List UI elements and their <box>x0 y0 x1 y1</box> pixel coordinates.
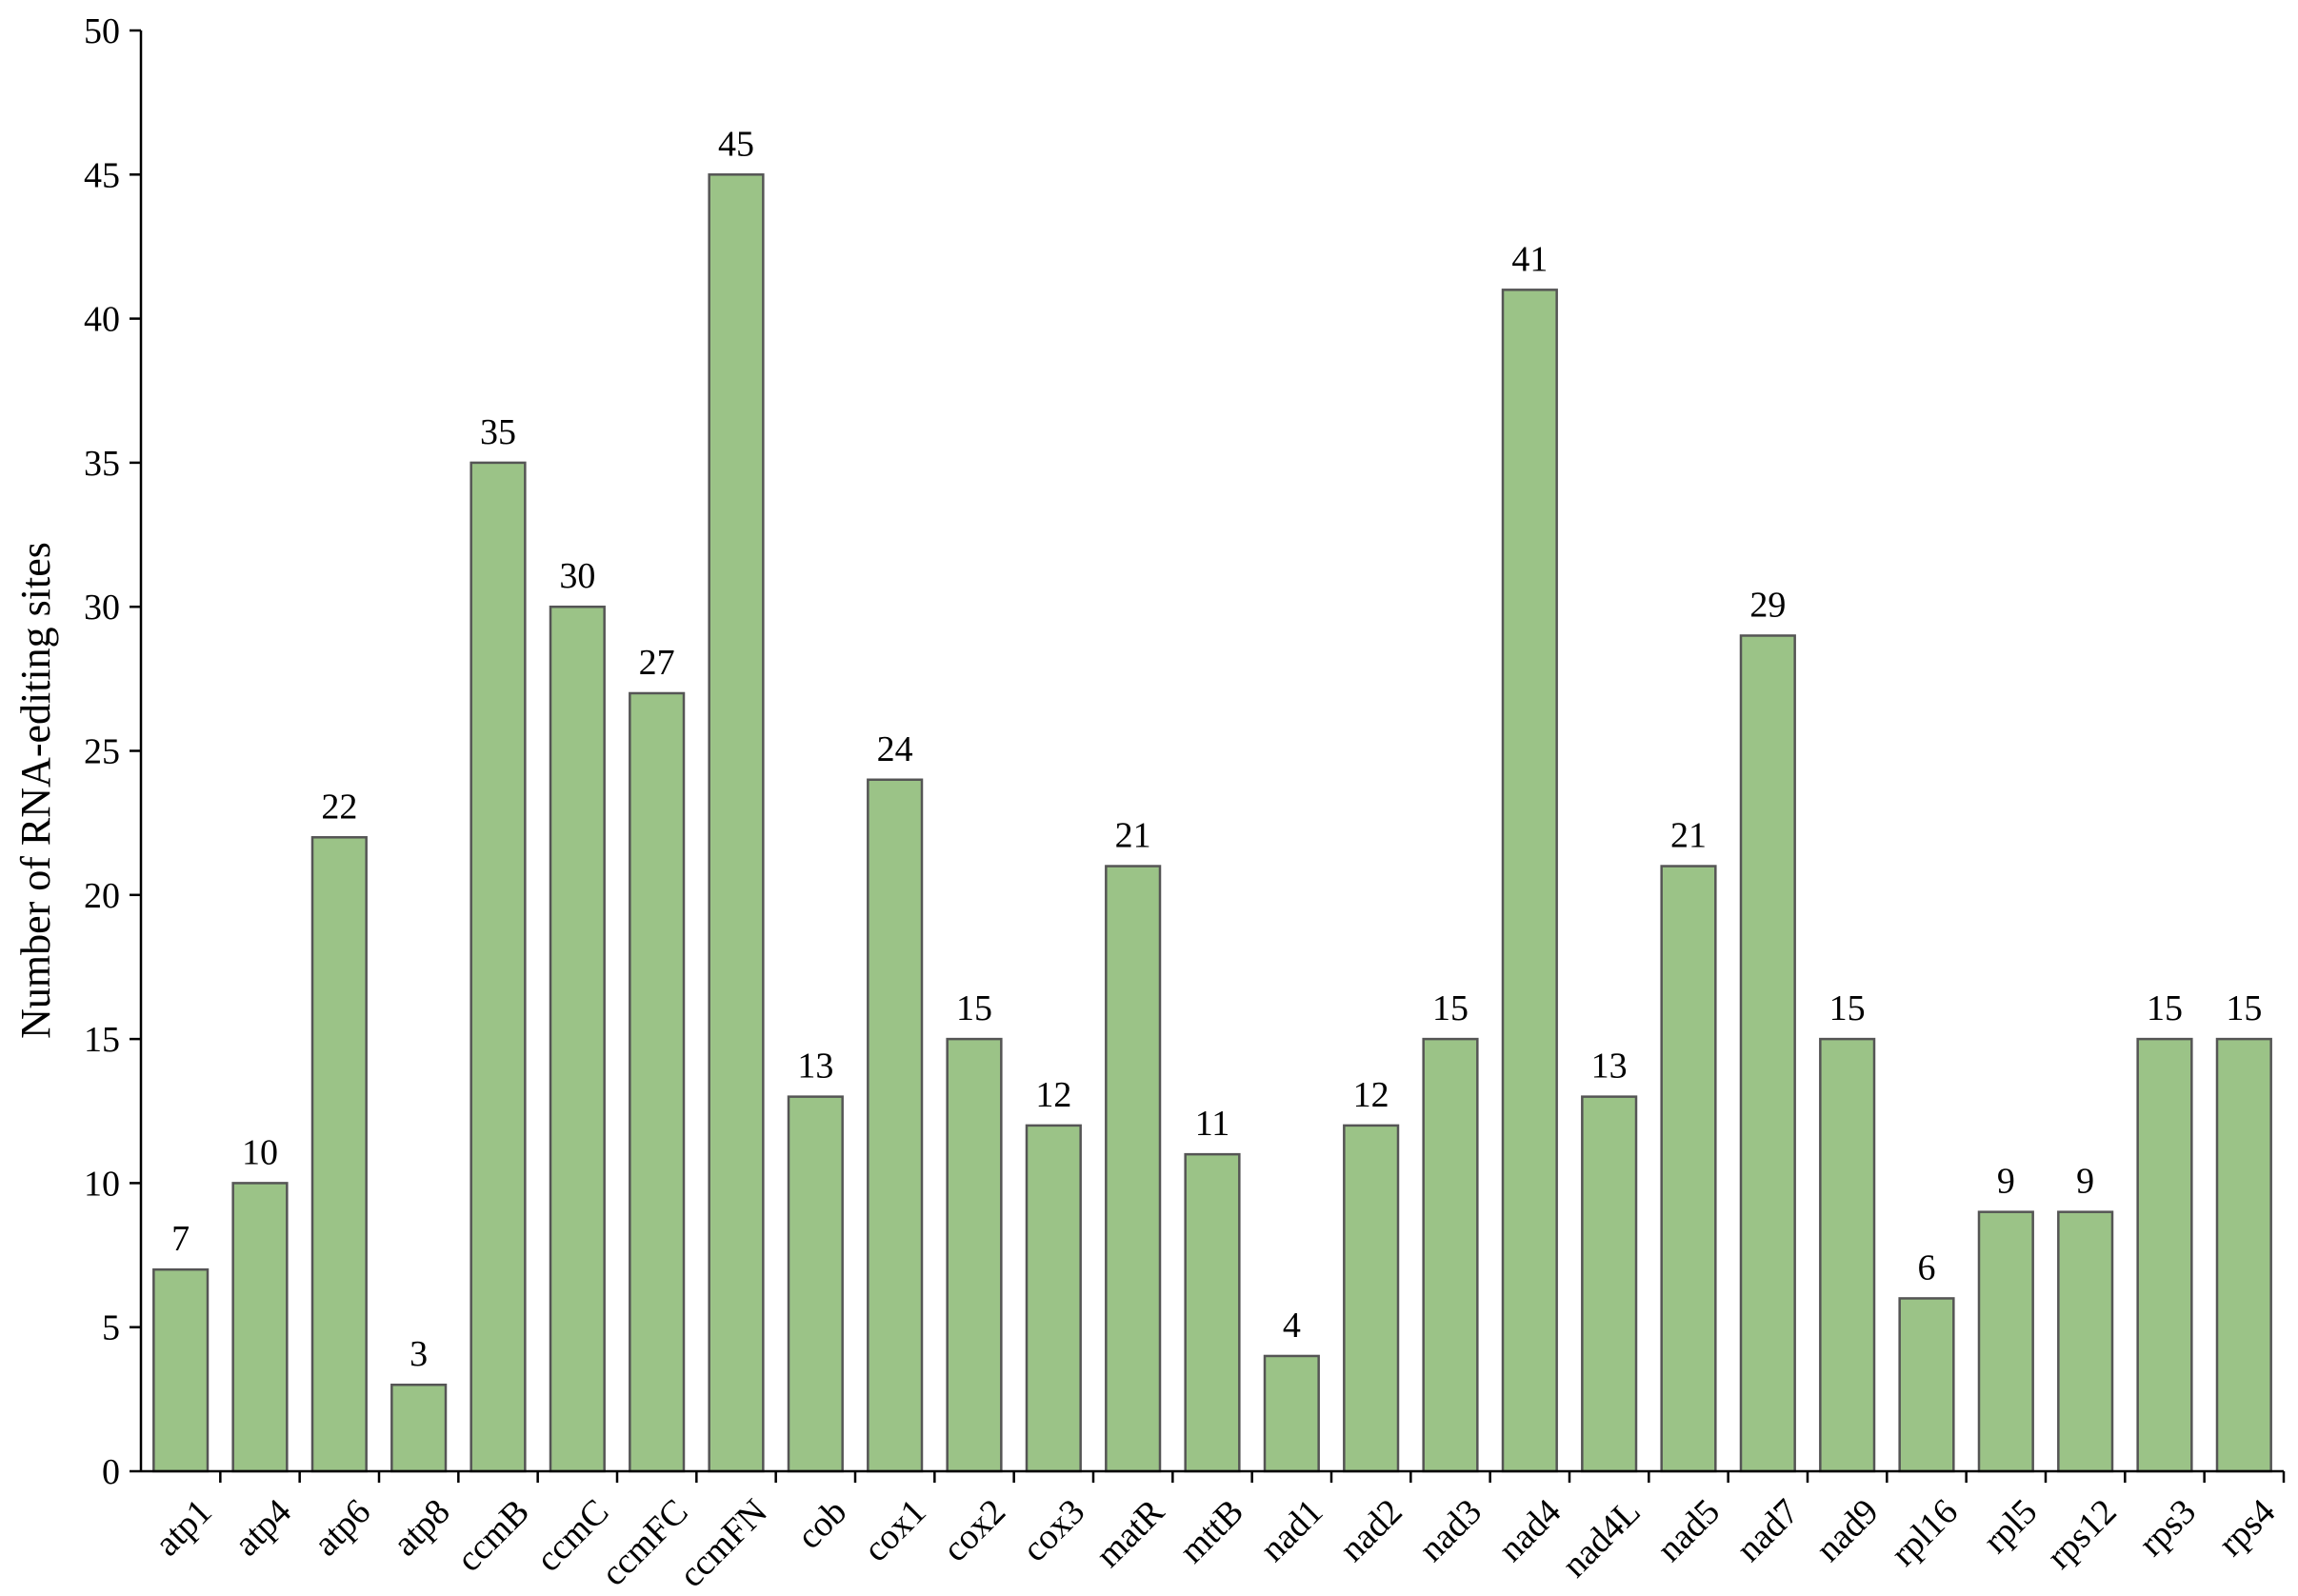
bars <box>152 173 2272 1473</box>
data-label-mttB: 11 <box>1195 1104 1230 1144</box>
bar-atp4 <box>231 1182 289 1473</box>
bar-rps12 <box>2057 1210 2114 1473</box>
x-tick-label-nad1: nad1 <box>1252 1491 1330 1569</box>
data-label-atp1: 7 <box>171 1219 190 1259</box>
bar-nad4 <box>1501 289 1558 1473</box>
data-label-nad1: 4 <box>1283 1306 1301 1346</box>
data-label-ccmFC: 27 <box>639 643 675 683</box>
data-label-rps12: 9 <box>2076 1162 2094 1202</box>
x-tick-label-nad5: nad5 <box>1649 1491 1728 1569</box>
data-label-rps4: 15 <box>2226 988 2262 1028</box>
bar-nad9 <box>1819 1037 1876 1473</box>
x-tick-label-atp1: atp1 <box>148 1491 220 1564</box>
bar-atp1 <box>152 1267 210 1473</box>
bar-cob <box>787 1095 844 1473</box>
bar-ccmFN <box>708 173 765 1473</box>
y-tick-label: 10 <box>84 1164 120 1204</box>
data-label-ccmB: 35 <box>480 412 516 452</box>
data-label-nad4: 41 <box>1511 239 1548 279</box>
x-tick-label-nad9: nad9 <box>1808 1491 1887 1569</box>
x-tick-label-rps3: rps3 <box>2131 1491 2204 1564</box>
y-tick-label: 15 <box>84 1020 120 1060</box>
y-axis-title: Number of RNA-editing sites <box>12 542 59 1039</box>
data-labels: 7 10 22 3 35 30 27 45 13 24 15 12 21 11 4 12 15 41 13 21 29 1… <box>171 124 2262 1374</box>
x-tick-label-nad4L: nad4L <box>1554 1491 1648 1585</box>
x-tick-label-rpl5: rpl5 <box>1975 1491 2045 1561</box>
data-label-cox2: 15 <box>956 988 992 1028</box>
y-tick-label: 5 <box>102 1308 120 1348</box>
data-label-rpl16: 6 <box>1918 1247 1936 1287</box>
y-tick-label: 25 <box>84 732 120 772</box>
data-label-cox3: 12 <box>1035 1075 1071 1115</box>
y-tick-label: 30 <box>84 588 120 628</box>
bar-nad4L <box>1581 1095 1638 1473</box>
x-tick-label-nad2: nad2 <box>1332 1491 1410 1569</box>
data-label-nad2: 12 <box>1353 1075 1389 1115</box>
x-tick-label-atp6: atp6 <box>306 1491 378 1564</box>
bar-nad1 <box>1263 1354 1320 1473</box>
data-label-nad7: 29 <box>1749 585 1786 625</box>
bar-cox2 <box>946 1037 1003 1473</box>
data-label-cox1: 24 <box>877 729 913 769</box>
x-tick-label-cox2: cox2 <box>935 1491 1013 1569</box>
data-label-ccmC: 30 <box>559 556 595 596</box>
x-tick-label-rps4: rps4 <box>2210 1491 2283 1564</box>
data-label-rps3: 15 <box>2147 988 2183 1028</box>
bar-rpl5 <box>1977 1210 2034 1473</box>
x-tick-label-ccmFC: ccmFC <box>593 1491 695 1593</box>
data-label-nad5: 21 <box>1670 816 1707 856</box>
bar-rps3 <box>2136 1037 2193 1473</box>
y-tick-label: 35 <box>84 444 120 484</box>
x-tick-label-rps12: rps12 <box>2039 1491 2124 1576</box>
data-label-rpl5: 9 <box>1997 1162 2015 1202</box>
data-label-atp8: 3 <box>410 1334 428 1374</box>
bar-rpl16 <box>1898 1297 1955 1473</box>
bar-nad7 <box>1739 634 1796 1473</box>
y-tick-label: 20 <box>84 876 120 916</box>
data-label-nad4L: 13 <box>1591 1047 1628 1087</box>
x-tick-label-mttB: mttB <box>1172 1491 1251 1570</box>
x-tick-label-cob: cob <box>789 1491 855 1557</box>
y-tick-label: 50 <box>84 11 120 51</box>
x-tick-label-nad7: nad7 <box>1728 1491 1807 1569</box>
x-tick-label-atp8: atp8 <box>386 1491 458 1564</box>
data-label-nad3: 15 <box>1432 988 1469 1028</box>
y-tick-label: 0 <box>102 1452 120 1492</box>
x-tick-label-ccmB: ccmB <box>450 1491 537 1579</box>
bar-matR <box>1105 865 1162 1473</box>
bar-rps4 <box>2215 1037 2272 1473</box>
bar-nad3 <box>1422 1037 1479 1473</box>
bar-ccmC <box>549 605 606 1473</box>
bar-nad2 <box>1343 1124 1400 1473</box>
data-label-atp6: 22 <box>321 787 357 827</box>
x-tick-label-matR: matR <box>1089 1491 1172 1575</box>
y-tick-label: 40 <box>84 300 120 340</box>
bar-cox1 <box>867 778 924 1473</box>
x-tick-label-cox1: cox1 <box>856 1491 934 1569</box>
data-label-atp4: 10 <box>242 1132 278 1172</box>
bar-atp8 <box>390 1383 448 1473</box>
bar-cox3 <box>1025 1124 1082 1473</box>
x-tick-label-atp4: atp4 <box>227 1491 299 1564</box>
data-label-nad9: 15 <box>1829 988 1866 1028</box>
x-tick-label-ccmFN: ccmFN <box>671 1491 775 1595</box>
bar-ccmFC <box>629 691 686 1473</box>
y-tick-label: 45 <box>84 155 120 195</box>
y-axis-ticks: 0 5 10 15 20 25 30 35 40 45 50 <box>84 11 141 1492</box>
bar-nad5 <box>1660 865 1717 1473</box>
data-label-matR: 21 <box>1115 816 1151 856</box>
bar-ccmB <box>470 461 527 1473</box>
data-label-cob: 13 <box>797 1047 833 1087</box>
bar-atp6 <box>310 836 368 1473</box>
data-label-ccmFN: 45 <box>718 124 754 164</box>
x-tick-label-cox3: cox3 <box>1014 1491 1092 1569</box>
x-tick-label-nad3: nad3 <box>1411 1491 1489 1569</box>
bar-mttB <box>1184 1152 1241 1473</box>
x-tick-label-rpl16: rpl16 <box>1884 1491 1966 1573</box>
